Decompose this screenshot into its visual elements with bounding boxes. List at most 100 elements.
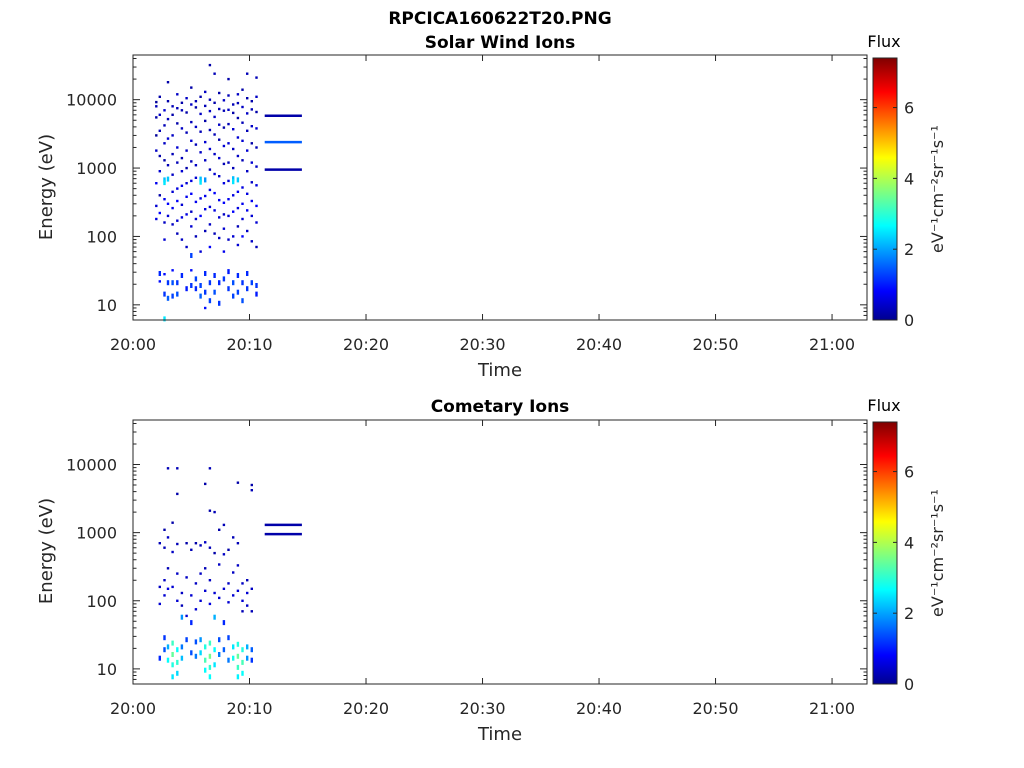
heatmap-cell bbox=[180, 591, 184, 595]
heatmap-cell bbox=[246, 271, 249, 276]
heatmap-cell bbox=[199, 176, 202, 182]
heatmap-cell bbox=[236, 542, 240, 545]
heatmap-cell bbox=[199, 214, 202, 218]
heatmap-cell bbox=[185, 286, 188, 292]
heatmap-cell bbox=[163, 142, 166, 145]
heatmap-cell bbox=[204, 208, 207, 211]
heatmap-cell bbox=[236, 273, 240, 278]
heatmap-cell bbox=[194, 276, 198, 282]
plot-frame bbox=[132, 419, 868, 685]
heatmap-cell bbox=[204, 271, 207, 276]
heatmap-cell bbox=[163, 180, 166, 186]
heatmap-cell bbox=[213, 115, 216, 119]
heatmap-cell bbox=[232, 179, 235, 185]
x-tick-label: 21:00 bbox=[809, 699, 855, 718]
heatmap-cell bbox=[166, 202, 170, 205]
heatmap-cell bbox=[241, 610, 244, 613]
heatmap-cell bbox=[194, 176, 198, 179]
heatmap-cell bbox=[166, 536, 170, 539]
heatmap-cell bbox=[222, 276, 226, 282]
colorbar-tick-label: 6 bbox=[904, 99, 914, 118]
heatmap-cell bbox=[236, 664, 240, 670]
heatmap-cell bbox=[171, 550, 174, 554]
heatmap-cell bbox=[199, 130, 202, 133]
y-tick-label: 1000 bbox=[76, 524, 117, 543]
heatmap-cell bbox=[246, 229, 249, 233]
colorbar: Flux 0 2 4 6 eV⁻¹cm⁻²sr⁻¹s⁻¹ bbox=[867, 32, 947, 330]
heatmap-cell bbox=[246, 129, 249, 132]
heatmap-cell bbox=[218, 123, 221, 126]
heatmap-cell bbox=[241, 235, 244, 238]
heatmap-cell bbox=[194, 200, 198, 204]
heatmap-cell bbox=[204, 589, 207, 592]
heatmap-cell bbox=[250, 214, 253, 218]
colorbar-tick-label: 6 bbox=[904, 463, 914, 482]
heatmap-cell bbox=[171, 662, 174, 668]
heatmap-cell bbox=[199, 283, 202, 288]
heatmap-cell bbox=[185, 182, 188, 185]
heatmap-cell bbox=[255, 76, 258, 79]
heatmap-cell bbox=[155, 134, 158, 137]
colorbar-unit: eV⁻¹cm⁻²sr⁻¹s⁻¹ bbox=[928, 489, 947, 617]
heatmap-cell bbox=[250, 100, 253, 103]
heatmap-cell bbox=[241, 217, 244, 221]
heatmap-cell bbox=[166, 295, 170, 301]
heatmap-cell bbox=[222, 182, 226, 185]
heatmap-cell bbox=[246, 591, 249, 595]
heatmap-cell bbox=[208, 147, 212, 151]
heatmap-cell bbox=[222, 647, 226, 653]
heatmap-cell bbox=[155, 105, 158, 108]
heatmap-cell bbox=[204, 289, 207, 295]
heatmap-cell bbox=[241, 139, 244, 142]
heatmap-cell bbox=[158, 280, 161, 283]
heatmap-cell bbox=[155, 182, 158, 185]
heatmap-cell bbox=[236, 481, 240, 484]
y-tick-label: 10 bbox=[97, 660, 117, 679]
heatmap-cell bbox=[236, 653, 240, 659]
heatmap-cell bbox=[236, 154, 240, 158]
heatmap-cell bbox=[176, 291, 179, 297]
heatmap-cell bbox=[158, 602, 161, 606]
heatmap-cell bbox=[176, 122, 179, 125]
heatmap-cell bbox=[232, 103, 235, 106]
heatmap-cell bbox=[199, 197, 202, 200]
heatmap-cell bbox=[232, 176, 235, 182]
heatmap-cell bbox=[185, 245, 188, 249]
heatmap-cell bbox=[218, 652, 221, 657]
heatmap-cell bbox=[246, 112, 249, 115]
heatmap-cell bbox=[246, 170, 249, 173]
heatmap-cell bbox=[241, 599, 244, 602]
heatmap-cell bbox=[190, 103, 193, 106]
heatmap-cell bbox=[190, 283, 193, 288]
colorbar-gradient bbox=[872, 57, 898, 321]
colorbar-tick-label: 2 bbox=[904, 604, 914, 623]
heatmap-cell bbox=[241, 298, 244, 304]
heatmap-cell bbox=[171, 293, 174, 299]
colorbar-label: Flux bbox=[867, 32, 900, 51]
heatmap-cell bbox=[163, 273, 166, 276]
heatmap-cell bbox=[194, 106, 198, 109]
heatmap-cell bbox=[204, 90, 207, 94]
heatmap-cell bbox=[171, 113, 174, 116]
heatmap-cell bbox=[158, 585, 161, 589]
heatmap-cell bbox=[222, 213, 226, 216]
heatmap-cell bbox=[250, 280, 253, 286]
heatmap-cell bbox=[185, 213, 188, 216]
heatmap-cell bbox=[194, 653, 198, 659]
x-axis-label: Time bbox=[477, 360, 522, 381]
heatmap-cell bbox=[208, 664, 212, 670]
heatmap-cell bbox=[236, 190, 240, 193]
heatmap-cell bbox=[176, 161, 179, 164]
heatmap-cell bbox=[190, 548, 193, 551]
heatmap-cell bbox=[158, 194, 161, 197]
heatmap-cell bbox=[185, 614, 188, 618]
heatmap-cell bbox=[163, 635, 166, 641]
heatmap-cell bbox=[213, 101, 216, 104]
heatmap-cell bbox=[246, 192, 249, 195]
heatmap-cell bbox=[213, 662, 216, 668]
heatmap-cell bbox=[180, 238, 184, 241]
heatmap-cell bbox=[158, 154, 161, 158]
heatmap-cell bbox=[171, 173, 174, 176]
heatmap-cell bbox=[232, 147, 235, 151]
